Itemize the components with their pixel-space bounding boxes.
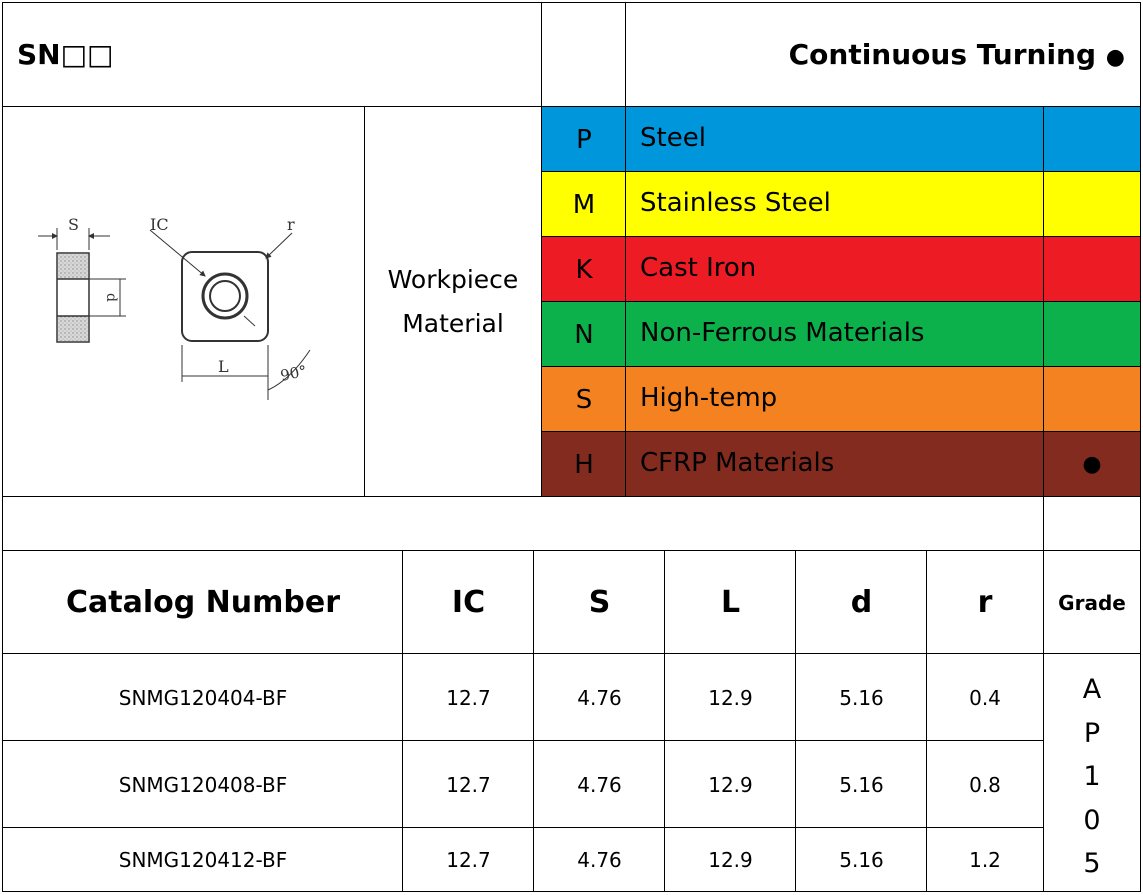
- label-l: L: [218, 357, 229, 376]
- material-band-h: [542, 432, 1140, 497]
- material-mark: [1044, 172, 1140, 237]
- table-cell: 12.7: [446, 848, 491, 872]
- material-code: N: [574, 319, 594, 350]
- material-band-s: [542, 367, 1140, 432]
- material-mark: [1044, 302, 1140, 367]
- grade-header: Grade: [1058, 590, 1126, 615]
- table-cell: 4.76: [577, 848, 622, 872]
- workpiece-label-line1: Workpiece: [387, 264, 519, 294]
- material-name: High-temp: [640, 383, 778, 413]
- grid-line-v: [2, 2, 3, 892]
- material-mark: [1044, 107, 1140, 172]
- material-code: M: [572, 189, 596, 220]
- series-title: SN□□: [17, 38, 114, 71]
- table-cell: 12.9: [708, 772, 753, 797]
- label-ic: IC: [150, 215, 169, 234]
- grid-line-h: [2, 2, 1141, 3]
- grid-line-v: [926, 550, 927, 891]
- catalog-number-cell: SNMG120408-BF: [118, 772, 288, 797]
- grade-letter: P: [1083, 717, 1101, 749]
- grid-line-v: [364, 106, 365, 496]
- grade-letter: A: [1082, 674, 1102, 705]
- side-view: [38, 228, 126, 343]
- grade-letter: 0: [1083, 804, 1101, 836]
- material-mark: [1044, 237, 1140, 302]
- column-header: L: [720, 585, 741, 620]
- operation-marker: ●: [1105, 45, 1125, 70]
- grid-line-h: [2, 653, 1141, 654]
- grid-line-h: [2, 550, 1141, 551]
- table-cell: 12.7: [446, 772, 491, 797]
- table-cell: 12.7: [446, 685, 491, 710]
- label-s: S: [68, 215, 79, 234]
- table-cell: 4.76: [577, 685, 622, 710]
- grid-line-v: [541, 2, 542, 497]
- catalog-number-cell: SNMG120412-BF: [118, 848, 288, 872]
- grid-line-v: [625, 106, 626, 496]
- column-header: Catalog Number: [66, 585, 340, 620]
- grid-line-v: [1140, 2, 1141, 892]
- material-name: Steel: [640, 123, 706, 153]
- label-r: r: [287, 215, 295, 234]
- grid-line-h: [541, 431, 1140, 432]
- table-cell: 5.16: [839, 772, 884, 797]
- table-cell: 0.8: [969, 772, 1001, 797]
- workpiece-material-label: Workpiece Material: [365, 107, 541, 496]
- material-mark: [1044, 367, 1140, 432]
- grid-line-h: [2, 740, 1044, 741]
- material-band-p: [542, 107, 1140, 172]
- grid-line-v: [625, 2, 626, 107]
- material-band-k: [542, 237, 1140, 302]
- top-view: [149, 229, 311, 400]
- material-mark: ●: [1082, 452, 1102, 477]
- table-cell: 5.16: [839, 685, 884, 710]
- column-header: d: [850, 585, 873, 620]
- grid-line-h: [541, 301, 1140, 302]
- material-code: S: [575, 384, 593, 415]
- grid-line-v: [533, 550, 534, 891]
- table-cell: 0.4: [969, 685, 1001, 710]
- column-header: S: [588, 585, 611, 620]
- grid-line-v: [664, 550, 665, 891]
- table-cell: 12.9: [708, 685, 753, 710]
- grid-line-h: [2, 891, 1141, 892]
- material-name: Cast Iron: [640, 253, 757, 283]
- material-band-m: [542, 172, 1140, 237]
- table-cell: 5.16: [839, 848, 884, 872]
- material-name: Non-Ferrous Materials: [640, 318, 925, 348]
- column-header: r: [977, 585, 993, 620]
- grid-line-h: [541, 236, 1140, 237]
- material-name: Stainless Steel: [640, 188, 831, 218]
- grid-line-v: [402, 550, 403, 891]
- operation-title: Continuous Turning ●: [789, 38, 1125, 71]
- grid-line-h: [2, 496, 1141, 497]
- material-name: CFRP Materials: [640, 448, 835, 478]
- material-code: K: [575, 254, 593, 285]
- grid-line-v: [1043, 106, 1044, 891]
- grid-line-h: [541, 366, 1140, 367]
- table-cell: 12.9: [708, 848, 753, 872]
- grid-line-h: [541, 171, 1140, 172]
- label-angle: 90°: [279, 362, 309, 385]
- insert-diagram: S d IC r L 90°: [38, 215, 311, 400]
- catalog-number-cell: SNMG120404-BF: [118, 685, 288, 710]
- label-d: d: [103, 293, 119, 302]
- material-band-n: [542, 302, 1140, 367]
- workpiece-label-line2: Material: [402, 308, 504, 338]
- table-cell: 4.76: [577, 772, 622, 797]
- grade-letter: 5: [1083, 848, 1101, 879]
- grid-line-h: [2, 106, 1141, 107]
- material-code: P: [576, 124, 592, 155]
- column-header: IC: [451, 585, 486, 620]
- operation-label: Continuous Turning: [788, 38, 1097, 71]
- grade-letter: 1: [1083, 761, 1101, 792]
- table-cell: 1.2: [969, 848, 1001, 872]
- grid-line-v: [795, 550, 796, 891]
- grid-line-h: [2, 827, 1044, 828]
- material-code: H: [574, 449, 594, 480]
